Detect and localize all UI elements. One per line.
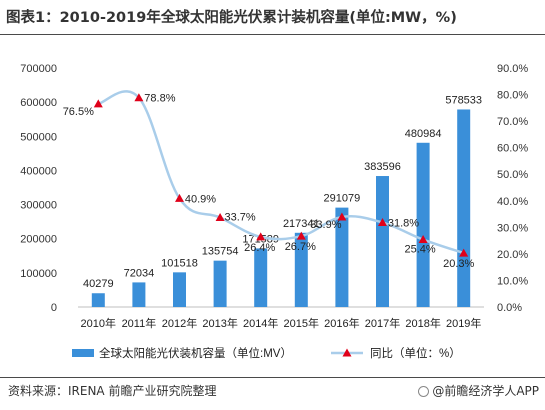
bar xyxy=(457,109,471,307)
bar-value-label: 72034 xyxy=(124,267,155,279)
category-label: 2010年 xyxy=(81,316,116,330)
left-axis-tick-label: 0 xyxy=(51,302,57,314)
right-axis-tick-label: 20.0% xyxy=(497,249,528,261)
growth-rate-label: 31.8% xyxy=(388,218,419,230)
growth-rate-label: 26.4% xyxy=(244,242,275,254)
growth-rate-marker xyxy=(256,232,266,241)
bar xyxy=(173,272,186,307)
growth-rate-marker xyxy=(378,218,387,227)
legend-line-marker xyxy=(342,348,352,357)
right-axis-tick-label: 30.0% xyxy=(497,222,528,234)
growth-rate-label: 25.4% xyxy=(404,244,435,256)
legend-bar-label: 全球太阳能光伏装机容量（单位:MV） xyxy=(99,346,292,360)
bar xyxy=(132,282,146,307)
title-divider xyxy=(0,34,545,35)
growth-rate-label: 40.9% xyxy=(185,193,216,205)
right-axis-tick-label: 90.0% xyxy=(497,63,528,75)
bar-value-label: 578533 xyxy=(445,94,482,106)
right-axis-tick-label: 10.0% xyxy=(497,275,528,287)
bar-value-label: 291079 xyxy=(324,193,361,205)
left-axis-tick-label: 700000 xyxy=(20,63,57,75)
chart-title: 图表1：2010-2019年全球太阳能光伏累计装机容量(单位:MW，%) xyxy=(6,10,457,26)
category-label: 2017年 xyxy=(365,316,400,330)
growth-rate-label: 33.9% xyxy=(310,219,341,231)
left-axis-tick-label: 600000 xyxy=(20,97,57,109)
growth-rate-marker xyxy=(337,212,347,221)
category-label: 2011年 xyxy=(122,316,157,330)
brand-note: @前瞻经济学人APP xyxy=(418,382,539,399)
growth-rate-label: 33.7% xyxy=(224,212,255,224)
bar xyxy=(213,260,227,307)
footer-divider xyxy=(0,377,545,378)
category-label: 2018年 xyxy=(405,316,440,330)
right-axis-tick-label: 40.0% xyxy=(497,196,528,208)
bar-value-label: 480984 xyxy=(405,128,442,140)
legend-line-label: 同比（单位：%） xyxy=(370,346,461,360)
growth-rate-marker xyxy=(215,213,225,222)
category-label: 2014年 xyxy=(243,316,278,330)
growth-rate-marker xyxy=(93,99,103,108)
category-label: 2012年 xyxy=(162,316,197,330)
left-axis-tick-label: 200000 xyxy=(20,234,57,246)
bar-value-label: 40279 xyxy=(83,278,114,290)
bar xyxy=(91,293,105,307)
growth-rate-marker xyxy=(134,93,144,102)
growth-rate-label: 20.3% xyxy=(443,258,474,270)
growth-rate-line xyxy=(97,90,465,255)
category-label: 2016年 xyxy=(324,316,359,330)
category-label: 2013年 xyxy=(202,316,237,330)
brand-text: @前瞻经济学人APP xyxy=(432,384,539,398)
left-axis-tick-label: 100000 xyxy=(20,268,57,280)
right-axis-tick-label: 60.0% xyxy=(497,143,528,155)
bar xyxy=(376,176,389,307)
bar xyxy=(335,207,349,307)
growth-rate-marker xyxy=(418,235,428,244)
bar xyxy=(416,142,430,307)
bar-value-label: 217341 xyxy=(283,218,320,230)
left-axis-tick-label: 400000 xyxy=(20,165,57,177)
right-axis-tick-label: 0.0% xyxy=(497,302,522,314)
growth-rate-label: 26.7% xyxy=(285,241,316,253)
growth-rate-marker xyxy=(175,193,184,202)
category-label: 2019年 xyxy=(446,316,481,330)
bar-value-label: 101518 xyxy=(161,257,198,269)
growth-rate-label: 76.5% xyxy=(63,106,94,118)
brand-logo-icon xyxy=(418,386,430,397)
growth-rate-marker xyxy=(296,231,306,240)
bar-value-label: 383596 xyxy=(364,161,401,173)
right-axis-tick-label: 70.0% xyxy=(497,116,528,128)
legend-bar-swatch xyxy=(72,349,94,357)
category-label: 2015年 xyxy=(284,316,319,330)
bar xyxy=(294,232,308,307)
left-axis-tick-label: 500000 xyxy=(20,131,57,143)
bar xyxy=(254,248,268,307)
bar-value-label: 135754 xyxy=(202,246,239,258)
left-axis-tick-label: 300000 xyxy=(20,200,57,212)
right-axis-tick-label: 50.0% xyxy=(497,169,528,181)
growth-rate-marker xyxy=(459,248,469,257)
source-note: 资料来源：IRENA 前瞻产业研究院整理 xyxy=(8,384,217,398)
growth-rate-label: 78.8% xyxy=(144,93,175,105)
right-axis-tick-label: 80.0% xyxy=(497,90,528,102)
